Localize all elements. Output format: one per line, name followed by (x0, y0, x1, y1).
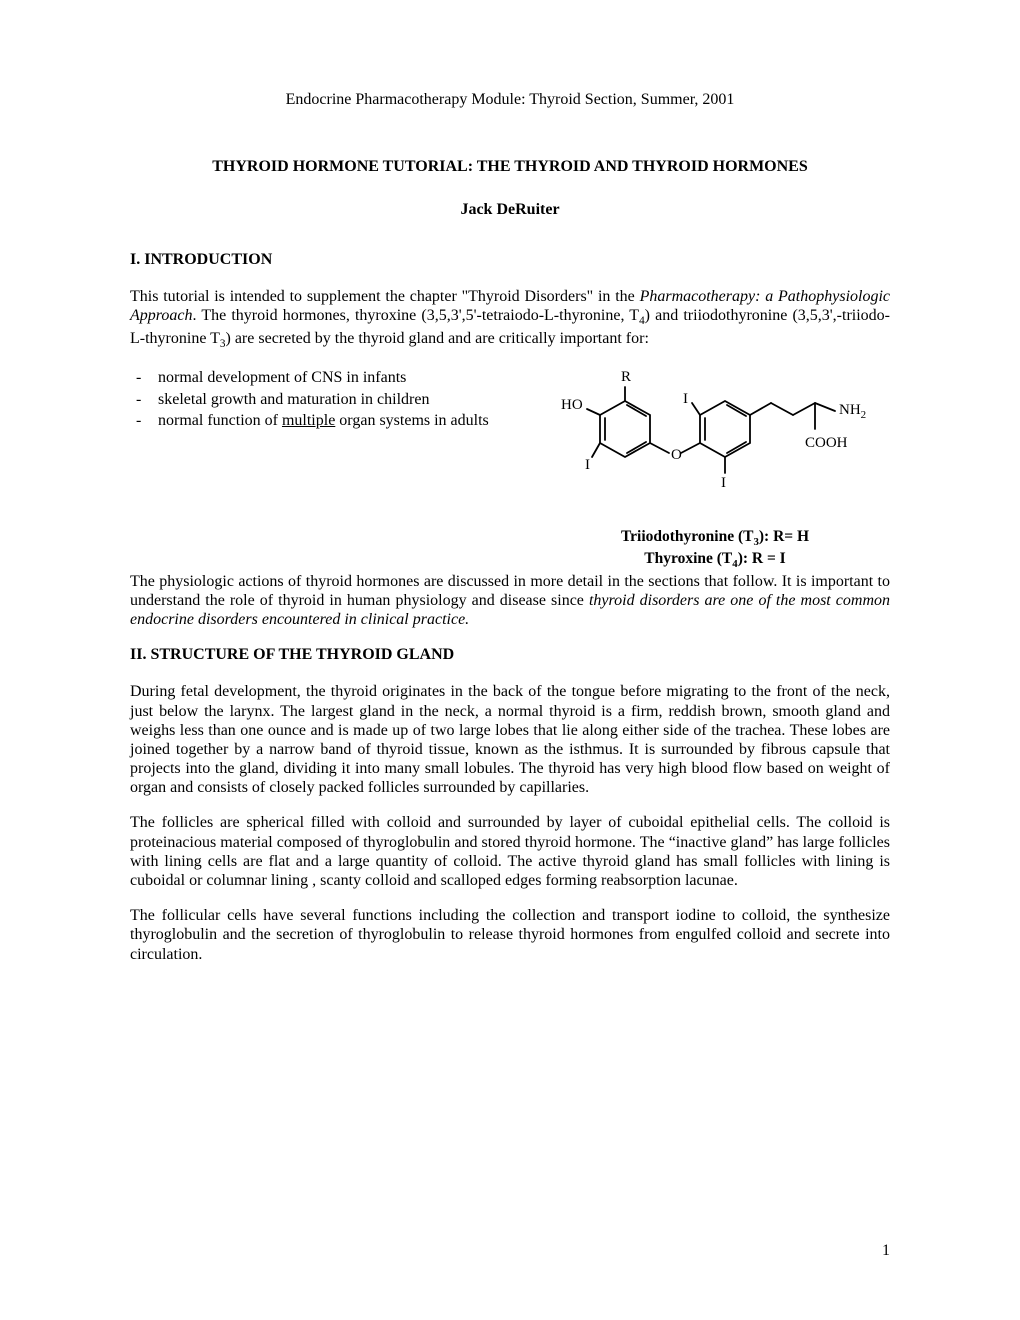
text: . (465, 611, 469, 628)
text: organ systems in adults (335, 412, 488, 429)
author-name: Jack DeRuiter (130, 200, 890, 219)
page-number: 1 (882, 1241, 890, 1260)
label-O: O (671, 447, 682, 463)
text: This tutorial is intended to supplement … (130, 288, 640, 305)
bullet-list: normal development of CNS in infants ske… (130, 367, 522, 432)
module-header: Endocrine Pharmacotherapy Module: Thyroi… (130, 90, 890, 109)
caption-line-1: Triiodothyronine (T3): R= H (621, 528, 809, 545)
structure-paragraph-2: The follicles are spherical filled with … (130, 813, 890, 890)
bullet-item: skeletal growth and maturation in childr… (158, 389, 522, 411)
structure-paragraph-1: During fetal development, the thyroid or… (130, 682, 890, 797)
section-2-heading: II. STRUCTURE OF THE THYROID GLAND (130, 645, 890, 664)
text: normal function of (158, 412, 282, 429)
bullets-column: normal development of CNS in infants ske… (130, 367, 522, 448)
label-COOH: COOH (805, 435, 848, 451)
underlined-word: multiple (282, 412, 335, 429)
bullet-item: normal function of multiple organ system… (158, 410, 522, 432)
figure-caption: Triiodothyronine (T3): R= H Thyroxine (T… (540, 527, 890, 571)
label-R: R (621, 369, 631, 385)
label-I: I (683, 391, 688, 407)
section-1-heading: I. INTRODUCTION (130, 250, 890, 269)
caption-line-2: Thyroxine (T4): R = I (644, 550, 785, 567)
molecule-figure: R HO I O I I NH2 COOH Triiodothyronine (… (540, 367, 890, 571)
label-I: I (721, 475, 726, 491)
bullet-item: normal development of CNS in infants (158, 367, 522, 389)
label-I: I (585, 457, 590, 473)
structure-paragraph-3: The follicular cells have several functi… (130, 906, 890, 964)
label-NH2: NH2 (839, 402, 866, 421)
intro-paragraph-2: The physiologic actions of thyroid hormo… (130, 572, 890, 630)
text: . The thyroid hormones, thyroxine (3,5,3… (193, 307, 640, 324)
label-HO: HO (561, 397, 583, 413)
thyroid-hormone-structure-icon: R HO I O I I NH2 COOH (545, 367, 885, 523)
text: ) are secreted by the thyroid gland and … (226, 330, 649, 347)
document-title: THYROID HORMONE TUTORIAL: THE THYROID AN… (130, 157, 890, 176)
intro-paragraph-1: This tutorial is intended to supplement … (130, 287, 890, 351)
bullets-and-figure-row: normal development of CNS in infants ske… (130, 367, 890, 571)
